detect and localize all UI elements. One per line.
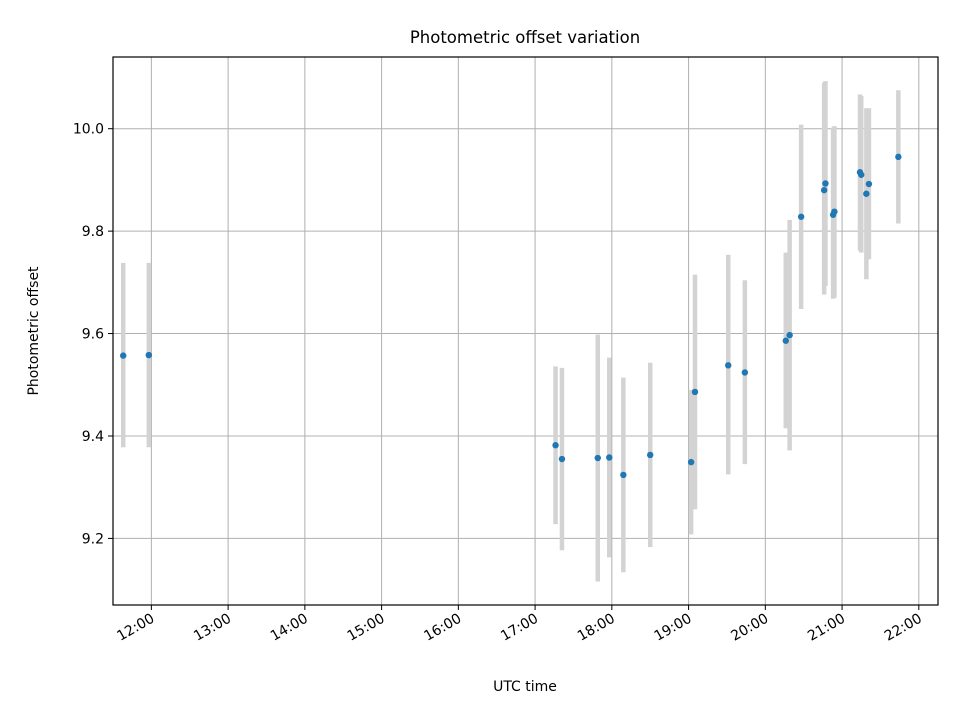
data-point bbox=[786, 331, 793, 339]
data-point bbox=[831, 208, 838, 215]
data-point bbox=[145, 351, 153, 359]
tick-layer: 12:00 13:00 14:00 15:00 16:00 17:00 18:00 19:00… bbox=[73, 122, 925, 645]
y-tick-label: 9.4 bbox=[82, 429, 104, 445]
data-point bbox=[594, 454, 601, 462]
data-point bbox=[895, 153, 902, 161]
data-point bbox=[863, 190, 870, 197]
data-point bbox=[820, 186, 828, 194]
data-point bbox=[647, 451, 654, 459]
errorbar-layer bbox=[120, 81, 901, 582]
data-point bbox=[797, 213, 805, 220]
y-tick-label: 9.6 bbox=[82, 327, 104, 343]
data-point bbox=[725, 362, 732, 369]
y-tick-label: 9.8 bbox=[82, 224, 104, 240]
data-point bbox=[782, 337, 789, 344]
y-tick-label: 10.0 bbox=[73, 122, 104, 138]
x-tick-label: 19:00 bbox=[652, 611, 695, 645]
data-point bbox=[687, 458, 695, 466]
x-tick-label: 14:00 bbox=[268, 611, 311, 645]
x-tick-label: 16:00 bbox=[421, 611, 464, 645]
data-point bbox=[858, 171, 865, 178]
grid-layer bbox=[113, 57, 938, 605]
chart-title: Photometric offset variation bbox=[410, 28, 640, 47]
plot-frame bbox=[112, 56, 939, 606]
y-axis-label: Photometric offset bbox=[26, 266, 42, 396]
data-point bbox=[822, 180, 829, 187]
data-point bbox=[120, 352, 127, 359]
x-tick-label: 15:00 bbox=[345, 611, 388, 645]
point-layer bbox=[120, 153, 902, 479]
x-tick-label: 20:00 bbox=[728, 611, 771, 645]
data-point bbox=[865, 180, 873, 188]
data-point bbox=[620, 471, 627, 479]
x-tick-label: 17:00 bbox=[498, 611, 541, 645]
x-tick-label: 22:00 bbox=[882, 611, 925, 645]
x-axis-label: UTC time bbox=[493, 679, 557, 695]
x-tick-label: 13:00 bbox=[191, 611, 234, 645]
data-point bbox=[552, 442, 559, 449]
x-tick-label: 12:00 bbox=[114, 611, 157, 645]
data-point bbox=[691, 388, 699, 396]
x-tick-label: 21:00 bbox=[805, 611, 848, 645]
data-point bbox=[606, 454, 613, 461]
data-point bbox=[558, 455, 566, 463]
y-tick-label: 9.2 bbox=[82, 531, 104, 547]
x-tick-label: 18:00 bbox=[575, 611, 618, 645]
data-point bbox=[741, 369, 749, 376]
